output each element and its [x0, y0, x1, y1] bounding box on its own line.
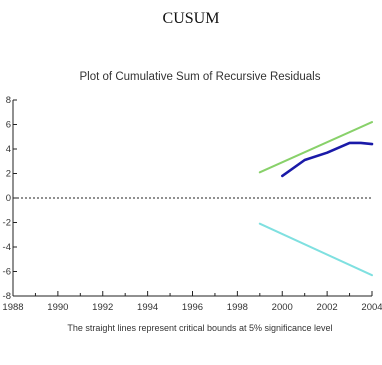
y-tick-label: 2: [6, 169, 11, 180]
lower-bound-line: [258, 222, 373, 277]
y-tick-label: -8: [3, 291, 11, 302]
series-layer: [258, 121, 374, 277]
cusum-line: [280, 141, 374, 178]
y-tick-label: 6: [6, 120, 11, 131]
x-tick-label: 1994: [137, 302, 158, 313]
y-tick-label: -4: [3, 242, 11, 253]
chart-title: Plot of Cumulative Sum of Recursive Resi…: [80, 71, 321, 83]
page-heading: CUSUM: [162, 10, 220, 27]
upper-bound-line: [258, 121, 373, 174]
x-tick-label: 2000: [272, 302, 293, 313]
x-tick-label: 1996: [182, 302, 203, 313]
x-tick-label: 1990: [47, 302, 68, 313]
y-tick-label: 0: [6, 193, 11, 204]
y-tick-label: 4: [6, 144, 11, 155]
x-tick-label: 2004: [361, 302, 382, 313]
chart-caption: The straight lines represent critical bo…: [67, 323, 332, 333]
x-tick-label: 2002: [317, 302, 338, 313]
y-tick-label: -6: [3, 267, 11, 278]
x-tick-label: 1998: [227, 302, 248, 313]
y-tick-label: 8: [6, 95, 11, 106]
x-tick-label: 1988: [2, 302, 23, 313]
y-tick-label: -2: [3, 218, 11, 229]
x-tick-label: 1992: [92, 302, 113, 313]
